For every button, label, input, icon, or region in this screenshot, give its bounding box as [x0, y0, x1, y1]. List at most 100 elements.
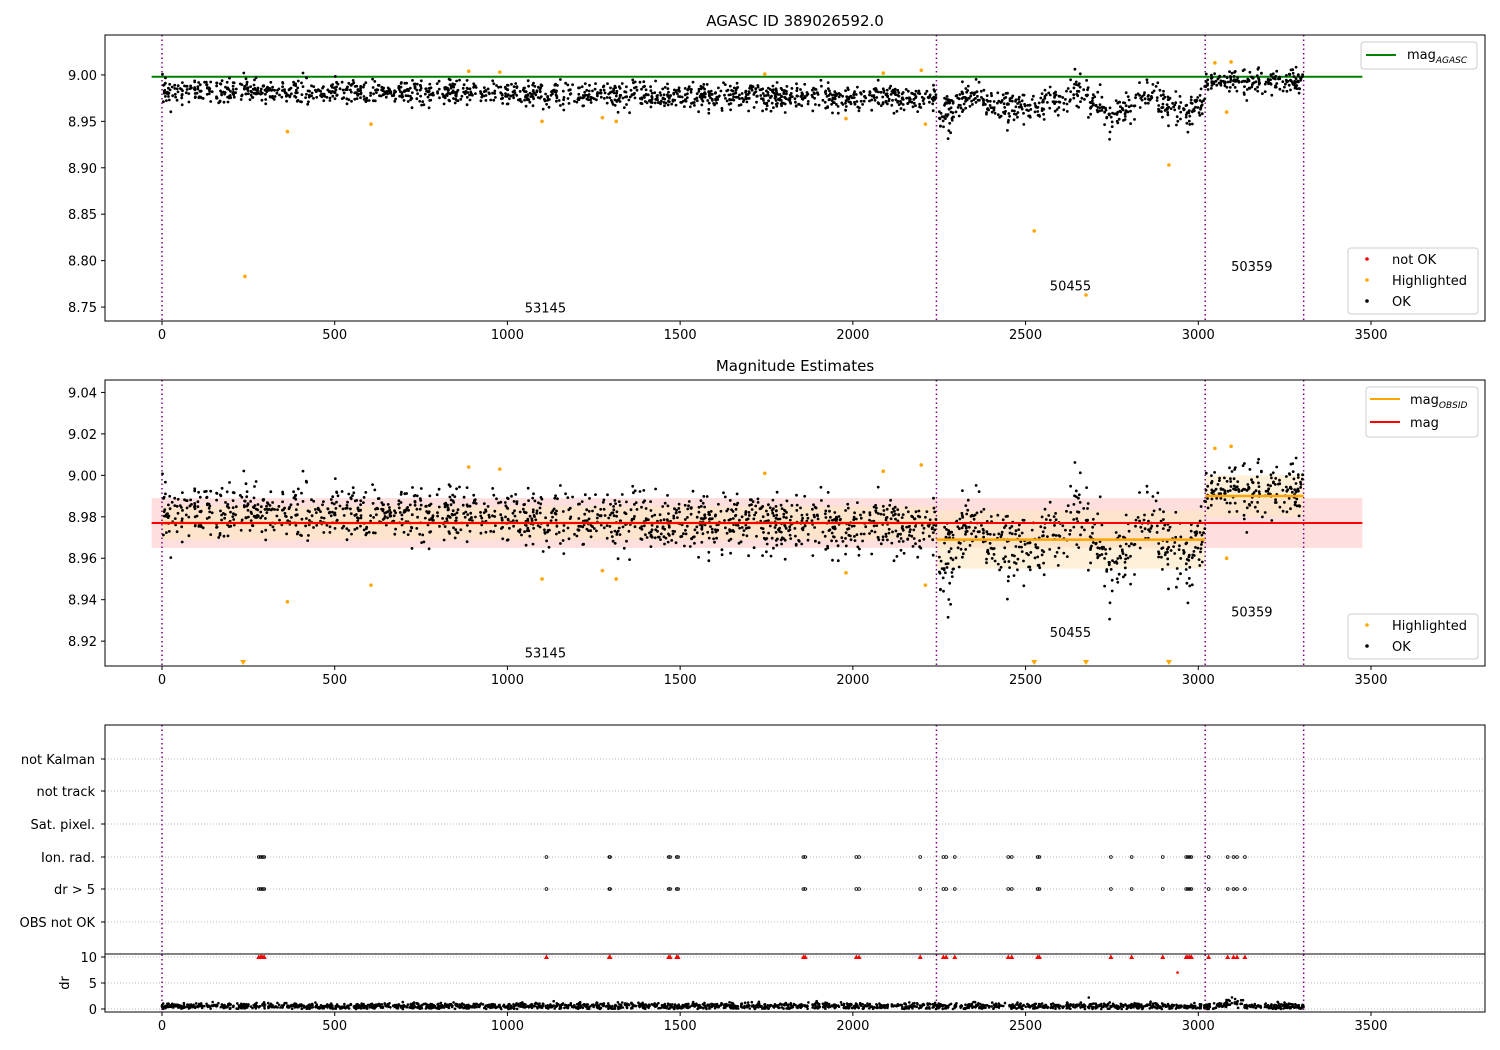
ok-point: [856, 85, 859, 89]
ion-rad-flag: [801, 855, 806, 859]
ok-point: [567, 537, 571, 541]
agasc-ytick-label: 8.95: [68, 115, 97, 130]
ok-point: [577, 92, 581, 96]
ok-point: [625, 103, 628, 106]
ok-point: [531, 508, 535, 512]
magnitude-panel-title: Magnitude Estimates: [716, 357, 874, 375]
ok-point: [1274, 501, 1278, 504]
ok-point: [1114, 99, 1118, 102]
dr-gt-5-flag: [952, 887, 957, 891]
ok-point: [1173, 541, 1177, 544]
ok-point: [347, 492, 351, 496]
dr-gt-5-flag: [668, 887, 672, 891]
ok-point: [484, 94, 488, 97]
ok-point: [1039, 525, 1043, 529]
ok-point: [1150, 524, 1154, 528]
ok-point: [613, 529, 617, 533]
ok-point: [208, 89, 212, 93]
ok-point: [897, 91, 901, 94]
ok-point: [659, 102, 662, 106]
ok-point: [167, 98, 171, 102]
ok-point: [1107, 563, 1111, 567]
ok-point: [613, 98, 617, 102]
ok-point: [264, 538, 268, 542]
ok-point: [959, 541, 962, 545]
ok-point: [294, 508, 298, 511]
ok-point: [539, 83, 543, 87]
ok-point: [1069, 511, 1073, 514]
ok-point: [930, 527, 934, 531]
ok-point: [1175, 585, 1178, 589]
ok-point: [617, 526, 621, 530]
ok-point: [852, 518, 856, 522]
ok-point: [304, 96, 307, 99]
ok-point: [1044, 518, 1048, 521]
ok-point: [614, 94, 618, 98]
ok-point: [307, 534, 310, 537]
ok-point: [815, 513, 819, 517]
ok-point: [1098, 103, 1102, 106]
ok-point: [919, 106, 923, 109]
ok-point: [419, 86, 423, 90]
ok-point: [612, 505, 615, 508]
ok-point: [932, 496, 935, 500]
ok-point: [950, 99, 953, 102]
highlighted-point: [1213, 61, 1217, 65]
ok-point: [908, 100, 911, 104]
ok-point: [281, 85, 284, 89]
ok-point: [555, 532, 558, 536]
ok-point: [528, 100, 532, 104]
ok-point: [1116, 580, 1120, 584]
ok-point: [780, 507, 784, 510]
ok-point: [872, 524, 876, 528]
ok-point: [330, 501, 334, 505]
ok-point: [1044, 93, 1048, 97]
ok-point: [862, 99, 866, 103]
ok-point: [523, 530, 526, 534]
ok-point: [472, 501, 475, 505]
ok-point: [331, 94, 335, 98]
ok-point: [1001, 93, 1005, 97]
ok-point: [856, 545, 860, 549]
ok-point: [223, 513, 227, 516]
ok-point: [761, 554, 764, 557]
ok-point: [615, 531, 619, 534]
ok-point: [1018, 534, 1021, 538]
ok-point: [782, 537, 785, 540]
ok-point: [788, 533, 792, 537]
dr-point: [277, 1003, 281, 1007]
ok-point: [728, 84, 732, 88]
ok-point: [788, 97, 792, 101]
ok-point: [666, 82, 669, 86]
magnitude-xtick-label: 2500: [1009, 673, 1042, 688]
ok-point: [469, 511, 473, 515]
ok-point: [1048, 548, 1052, 551]
ok-point: [913, 93, 917, 96]
ok-point: [326, 507, 330, 511]
ok-point: [352, 491, 356, 495]
ok-point: [410, 96, 413, 100]
highlighted-point: [881, 469, 886, 473]
ok-point: [293, 94, 296, 98]
ok-point: [532, 514, 536, 517]
ok-point: [252, 88, 256, 91]
ok-point: [492, 98, 496, 102]
ok-point: [941, 576, 945, 580]
ok-point: [234, 505, 238, 509]
ok-point: [788, 525, 792, 529]
ok-point: [315, 523, 319, 527]
ok-point: [1199, 106, 1203, 110]
ok-point: [1057, 100, 1061, 104]
ok-point: [1115, 561, 1119, 565]
ok-point: [735, 81, 739, 85]
ok-point: [419, 503, 423, 507]
ok-point: [468, 518, 471, 522]
ok-point: [1229, 480, 1233, 483]
dr-point: [236, 1002, 239, 1005]
ok-point: [1256, 89, 1260, 93]
ok-point: [836, 105, 840, 108]
ok-point: [754, 90, 758, 93]
ok-point: [345, 538, 349, 542]
ok-point: [874, 510, 878, 514]
